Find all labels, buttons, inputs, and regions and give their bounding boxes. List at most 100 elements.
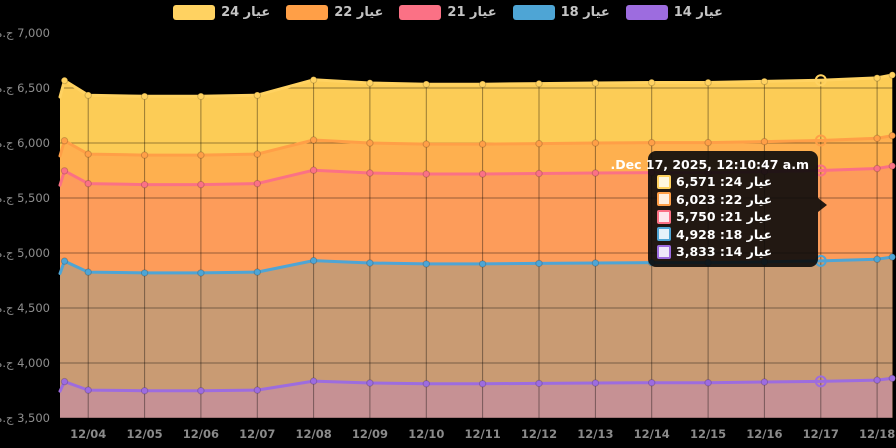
data-point[interactable] <box>888 253 896 261</box>
legend-label: عيار 24 <box>221 5 271 20</box>
data-point[interactable] <box>84 91 92 99</box>
data-point[interactable] <box>591 139 600 147</box>
data-point[interactable] <box>366 259 374 267</box>
data-point[interactable] <box>535 79 543 88</box>
x-axis-label: 12/17 <box>802 427 839 441</box>
data-point[interactable] <box>535 139 543 148</box>
data-point[interactable] <box>366 169 374 177</box>
data-point[interactable] <box>478 380 487 388</box>
data-point[interactable] <box>197 387 205 395</box>
hover-point-k14[interactable] <box>814 375 827 388</box>
data-point[interactable] <box>888 131 896 140</box>
data-point[interactable] <box>60 377 69 386</box>
data-point[interactable] <box>648 379 656 387</box>
data-point[interactable] <box>84 179 92 188</box>
tooltip-rows: عيار 24: 6,571 عيار 22: 6,023 عيار 21: 5,7… <box>657 173 809 261</box>
data-point[interactable] <box>366 79 374 87</box>
data-point[interactable] <box>760 137 769 146</box>
data-point[interactable] <box>478 170 487 178</box>
data-point[interactable] <box>60 76 69 85</box>
data-point[interactable] <box>422 80 430 88</box>
legend-item-k14[interactable]: عيار 14 <box>625 5 723 20</box>
data-point[interactable] <box>873 134 881 143</box>
data-point[interactable] <box>873 376 881 384</box>
data-point[interactable] <box>422 170 430 178</box>
data-point[interactable] <box>60 137 69 145</box>
data-point[interactable] <box>253 386 261 394</box>
data-point[interactable] <box>140 92 149 101</box>
data-point[interactable] <box>422 380 430 388</box>
hover-point-k22[interactable] <box>814 134 827 147</box>
legend-swatch <box>173 5 216 20</box>
line-k22 <box>58 134 894 158</box>
hover-point-k24[interactable] <box>814 74 827 87</box>
data-point[interactable] <box>478 140 487 148</box>
data-point[interactable] <box>648 138 656 147</box>
data-point[interactable] <box>422 260 430 268</box>
tooltip-value: عيار 24: 6,571 <box>676 174 773 190</box>
data-point[interactable] <box>888 374 896 382</box>
data-point[interactable] <box>140 180 149 189</box>
data-point[interactable] <box>84 268 92 276</box>
data-point[interactable] <box>140 269 149 277</box>
data-point[interactable] <box>535 169 543 178</box>
data-point[interactable] <box>366 139 374 147</box>
data-point[interactable] <box>873 74 881 82</box>
data-point[interactable] <box>648 78 656 87</box>
data-point[interactable] <box>704 138 712 147</box>
legend-item-k18[interactable]: عيار 18 <box>512 5 610 20</box>
x-axis-label: 12/04 <box>70 427 107 441</box>
data-point[interactable] <box>197 151 205 159</box>
data-point[interactable] <box>309 377 318 385</box>
data-point[interactable] <box>309 166 318 174</box>
data-point[interactable] <box>309 136 318 144</box>
data-point[interactable] <box>140 387 149 395</box>
data-point[interactable] <box>704 379 712 387</box>
legend-label: عيار 22 <box>334 5 384 20</box>
data-point[interactable] <box>140 151 149 159</box>
data-point[interactable] <box>888 71 896 79</box>
data-point[interactable] <box>760 378 769 386</box>
data-point[interactable] <box>197 180 205 189</box>
data-point[interactable] <box>873 164 881 173</box>
data-point[interactable] <box>60 167 69 175</box>
legend-item-k24[interactable]: عيار 24 <box>173 5 270 20</box>
y-axis-label: 3,500 ج.م <box>0 411 50 425</box>
legend-label: عيار 18 <box>560 5 610 20</box>
data-point[interactable] <box>591 379 600 387</box>
legend-item-k22[interactable]: عيار 22 <box>286 5 383 20</box>
data-point[interactable] <box>535 379 543 388</box>
data-point[interactable] <box>888 162 896 170</box>
data-point[interactable] <box>478 260 487 268</box>
data-point[interactable] <box>84 150 92 158</box>
data-point[interactable] <box>873 255 881 263</box>
data-point[interactable] <box>422 140 430 148</box>
data-point[interactable] <box>309 76 318 84</box>
data-point[interactable] <box>253 91 261 99</box>
tooltip-swatch <box>657 174 671 189</box>
data-point[interactable] <box>253 179 261 188</box>
data-point[interactable] <box>478 80 487 88</box>
x-axis-label: 12/14 <box>633 427 670 441</box>
data-point[interactable] <box>591 259 600 267</box>
data-point[interactable] <box>535 259 543 268</box>
data-point[interactable] <box>366 379 374 387</box>
data-point[interactable] <box>84 386 92 394</box>
data-point[interactable] <box>253 268 261 276</box>
data-point[interactable] <box>591 79 600 87</box>
legend-swatch <box>399 5 442 20</box>
legend-label: عيار 14 <box>673 5 723 20</box>
data-point[interactable] <box>197 92 205 101</box>
tooltip-swatch <box>657 209 671 224</box>
data-point[interactable] <box>591 169 600 177</box>
tooltip-value: عيار 18: 4,928 <box>676 226 773 242</box>
tooltip-swatch <box>657 227 671 242</box>
data-point[interactable] <box>60 257 69 265</box>
data-point[interactable] <box>197 269 205 277</box>
legend-item-k21[interactable]: عيار 21 <box>399 5 497 20</box>
data-point[interactable] <box>704 78 712 87</box>
x-axis-label: 12/08 <box>295 427 332 441</box>
data-point[interactable] <box>253 150 261 158</box>
data-point[interactable] <box>309 256 318 265</box>
data-point[interactable] <box>760 77 769 86</box>
